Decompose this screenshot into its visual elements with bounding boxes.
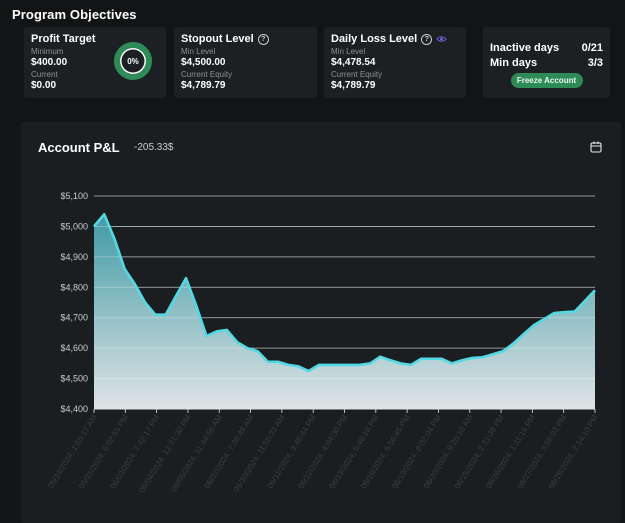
y-tick-label: $4,600 xyxy=(60,343,88,353)
daily-loss-title-row: Daily Loss Level ? xyxy=(331,33,459,45)
pnl-line xyxy=(93,213,596,373)
daily-loss-equity-label: Current Equity xyxy=(331,70,383,79)
stopout-level-title: Stopout Level xyxy=(181,33,254,45)
inactive-days-value: 0/21 xyxy=(581,42,603,54)
y-tick-label: $4,400 xyxy=(60,404,88,414)
info-icon[interactable]: ? xyxy=(421,33,433,45)
pnl-title: Account P&L xyxy=(38,140,120,155)
account-pnl-panel: $4,400 $4,500 $4,600 $4,700 $4,800 $4,900 $5,0… xyxy=(21,122,621,523)
stopout-min-value: $4,500.00 xyxy=(181,57,226,68)
inactive-days-row: Inactive days 0/21 xyxy=(490,42,603,54)
calendar-icon[interactable] xyxy=(590,141,602,153)
profit-target-minimum-value: $400.00 xyxy=(31,57,68,68)
y-tick-label: $4,700 xyxy=(60,313,88,323)
stopout-level-card: Stopout Level ? Min Level $4,500.00 Curr… xyxy=(174,27,317,98)
profit-progress-label: 0% xyxy=(127,57,139,66)
profit-target-minimum-label: Minimum xyxy=(31,47,64,56)
profit-target-title: Profit Target xyxy=(31,33,96,45)
pnl-chart: $4,400 $4,500 $4,600 $4,700 $4,800 $4,900 $5,0… xyxy=(46,191,600,494)
y-tick-label: $4,500 xyxy=(60,374,88,384)
freeze-account-button[interactable]: Freeze Account xyxy=(510,73,583,88)
min-days-row: Min days 3/3 xyxy=(490,57,603,69)
profit-target-current-label: Current xyxy=(31,70,58,79)
stopout-title-row: Stopout Level ? xyxy=(181,33,310,45)
stopout-equity-value: $4,789.79 xyxy=(181,80,226,91)
daily-loss-equity-value: $4,789.79 xyxy=(331,80,376,91)
y-tick-label: $5,100 xyxy=(60,191,88,201)
y-tick-label: $5,000 xyxy=(60,221,88,231)
profit-target-card: Profit Target Minimum $400.00 Current $0… xyxy=(24,27,166,98)
min-days-value: 3/3 xyxy=(587,57,603,69)
profit-target-current-value: $0.00 xyxy=(31,80,57,91)
inactive-days-label: Inactive days xyxy=(490,42,560,54)
account-status-card: Inactive days 0/21 Min days 3/3 Freeze A… xyxy=(483,27,610,98)
daily-loss-title: Daily Loss Level xyxy=(331,33,418,45)
section-title: Program Objectives xyxy=(12,7,137,22)
profit-progress-donut: 0% xyxy=(114,42,152,80)
y-tick-label: $4,900 xyxy=(60,252,88,262)
info-icon[interactable]: ? xyxy=(257,33,269,45)
pnl-area xyxy=(94,214,595,409)
daily-loss-min-label: Min Level xyxy=(331,47,366,56)
stopout-equity-label: Current Equity xyxy=(181,70,233,79)
y-tick-label: $4,800 xyxy=(60,282,88,292)
daily-loss-min-value: $4,478.54 xyxy=(331,57,376,68)
eye-icon[interactable] xyxy=(436,35,447,43)
stopout-min-label: Min Level xyxy=(181,47,216,56)
pnl-value: -205.33$ xyxy=(134,142,174,153)
daily-loss-card: Daily Loss Level ? Min Level $4,478.54 C… xyxy=(324,27,466,98)
min-days-label: Min days xyxy=(490,57,538,69)
